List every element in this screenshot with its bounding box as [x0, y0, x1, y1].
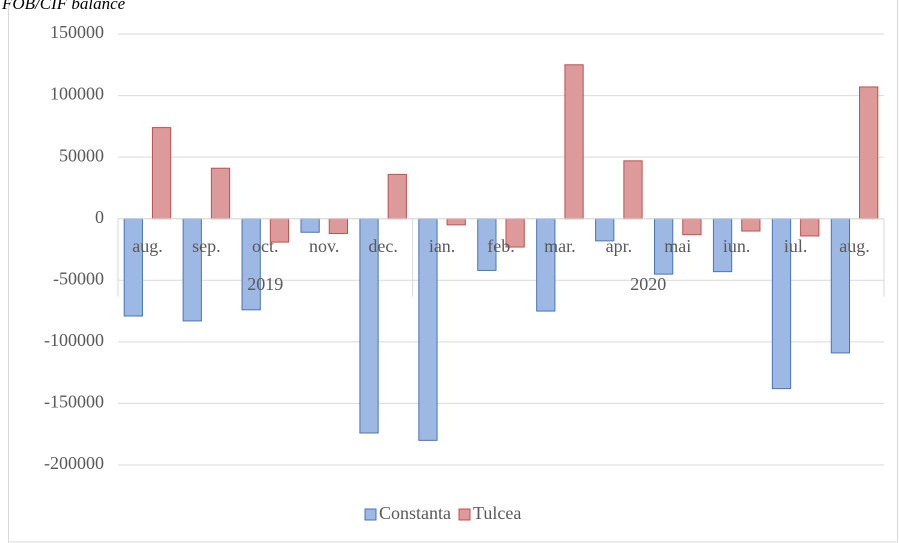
legend-label: Constanta: [379, 503, 451, 523]
bar: [446, 218, 466, 226]
legend-swatch: [458, 508, 471, 521]
bar: [123, 218, 143, 317]
bar: [623, 160, 643, 220]
x-tick-label: iul.: [784, 236, 808, 256]
x-tick-label: dec.: [368, 236, 397, 256]
bar: [210, 167, 231, 220]
bar: [800, 218, 820, 237]
x-tick-label: mai: [664, 236, 691, 256]
x-tick-label: aug.: [839, 236, 870, 256]
bar: [182, 218, 202, 322]
bar: [536, 218, 556, 312]
y-tick-label: 0: [95, 207, 104, 227]
legend-label: Tulcea: [473, 503, 521, 523]
bar: [387, 173, 407, 220]
x-tick-label: iun.: [723, 236, 751, 256]
x-tick-label: mar.: [544, 236, 576, 256]
bar: [241, 218, 261, 311]
bar: [859, 86, 879, 220]
y-tick-label: -50000: [53, 268, 104, 288]
x-tick-label: ian.: [429, 236, 456, 256]
bar: [328, 218, 348, 234]
y-tick-label: 100000: [50, 84, 104, 104]
y-tick-label: 150000: [50, 22, 104, 42]
bar: [564, 64, 584, 220]
y-tick-label: -200000: [44, 453, 104, 473]
x-tick-label: feb.: [487, 236, 514, 256]
x-tick-label: aug.: [132, 236, 163, 256]
bar: [682, 218, 702, 236]
x-tick-label: sep.: [192, 236, 221, 256]
bar: [741, 218, 761, 232]
bar: [151, 127, 172, 220]
x-tick-label: apr.: [606, 236, 633, 256]
y-tick-label: -150000: [44, 392, 104, 412]
y-tick-label: 50000: [59, 145, 104, 165]
x-tick-label: oct.: [252, 236, 279, 256]
chart-title: FOB/CIF balance: [1, 0, 126, 13]
group-label: 2020: [630, 274, 666, 294]
y-tick-label: -100000: [44, 330, 104, 350]
chart-frame: [8, 0, 898, 543]
group-label: 2019: [247, 274, 283, 294]
bar: [300, 218, 320, 233]
legend-swatch: [364, 508, 377, 521]
x-tick-label: nov.: [309, 236, 339, 256]
